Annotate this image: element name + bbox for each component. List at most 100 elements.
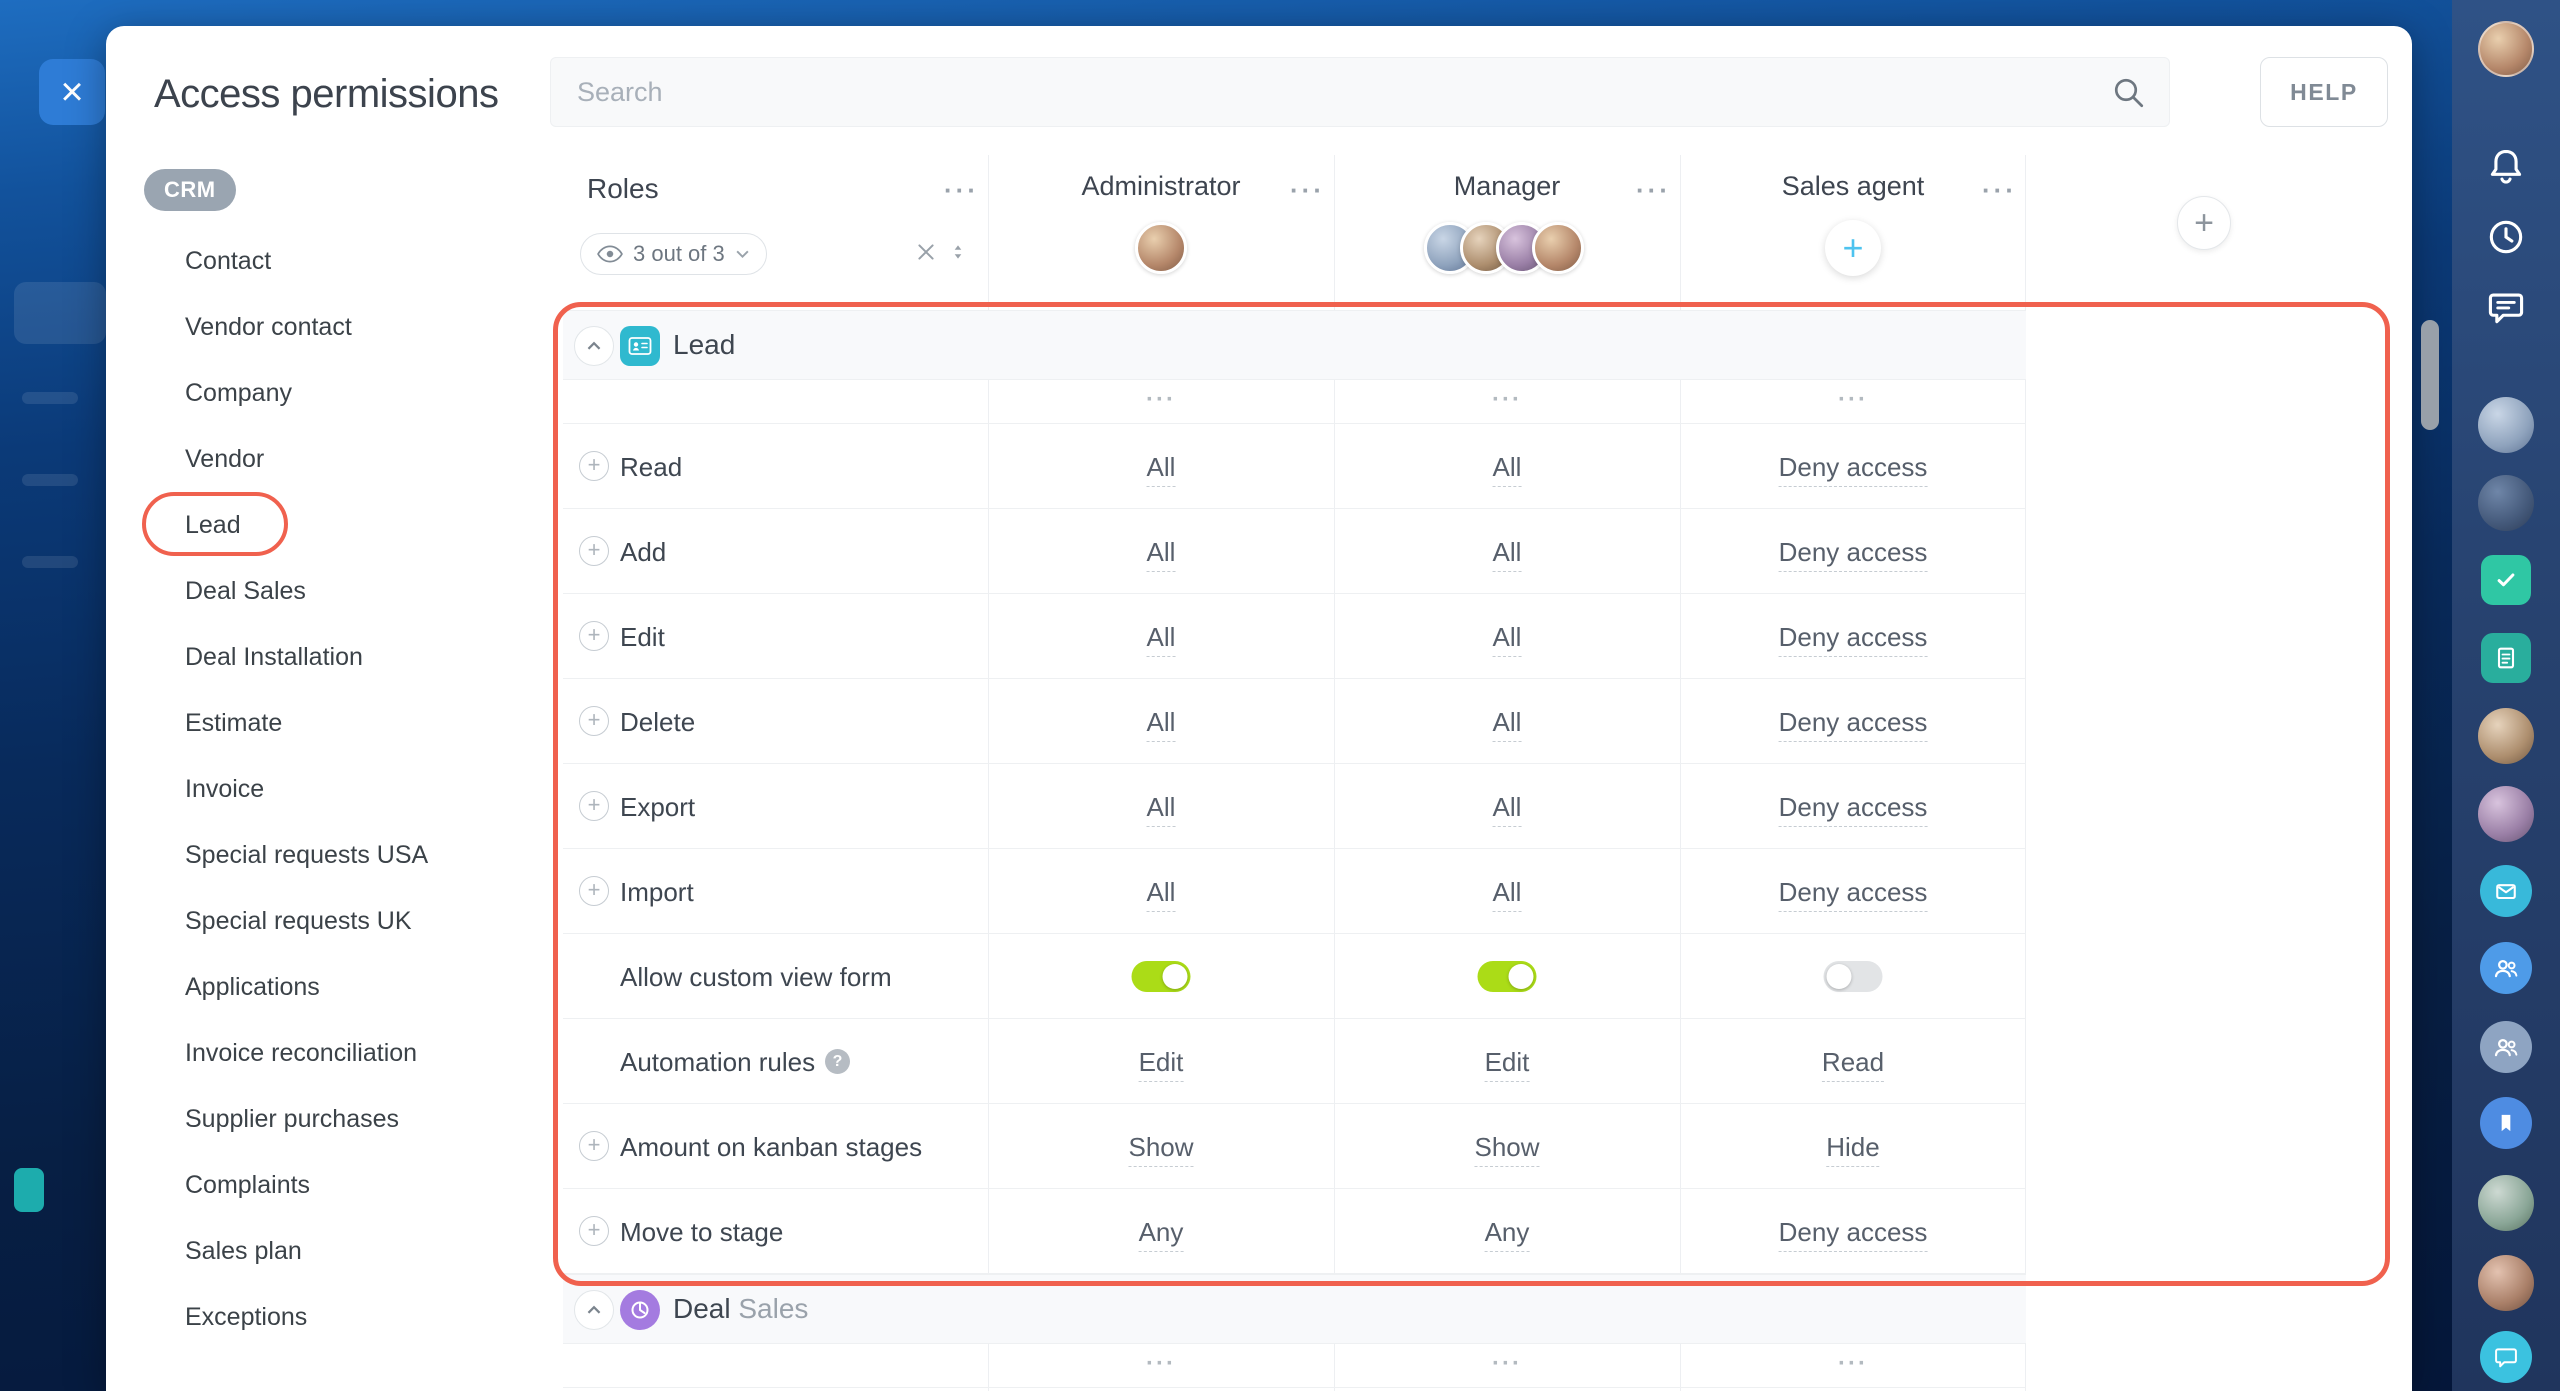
people-icon[interactable]: [2480, 942, 2532, 994]
permission-value[interactable]: Show: [1128, 1132, 1194, 1167]
messenger-icon[interactable]: [2480, 1331, 2532, 1383]
expand-plus-icon[interactable]: +: [579, 1131, 609, 1161]
permission-row-edit: + Edit All All Deny access: [563, 594, 2026, 679]
permission-value[interactable]: All: [1146, 622, 1176, 657]
sidebar-item-applications[interactable]: Applications: [185, 972, 320, 1001]
sidebar-item-estimate[interactable]: Estimate: [185, 708, 283, 737]
cell-menu-icon[interactable]: ···: [1492, 386, 1522, 413]
bell-icon[interactable]: [2481, 142, 2531, 192]
permission-value[interactable]: Read: [1821, 1047, 1885, 1082]
administrator-menu-icon[interactable]: ···: [1290, 175, 1325, 205]
permission-value[interactable]: All: [1492, 622, 1522, 657]
sidebar-item-supplier-purchases[interactable]: Supplier purchases: [185, 1104, 400, 1133]
user-avatar[interactable]: [2478, 786, 2534, 842]
cell-menu-icon[interactable]: ···: [1146, 386, 1176, 413]
scrollbar-thumb[interactable]: [2421, 320, 2439, 430]
sidebar-item-exceptions[interactable]: Exceptions: [185, 1302, 308, 1331]
sidebar-item-special-requests-uk[interactable]: Special requests UK: [185, 906, 412, 935]
sidebar-item-company[interactable]: Company: [185, 378, 292, 407]
info-icon[interactable]: ?: [825, 1049, 850, 1074]
close-button[interactable]: ×: [39, 59, 105, 125]
toggle-sales-agent[interactable]: [1823, 961, 1883, 992]
permission-value[interactable]: Any: [1484, 1217, 1530, 1252]
sidebar-item-special-requests-usa[interactable]: Special requests USA: [185, 840, 429, 869]
people-icon[interactable]: [2480, 1021, 2532, 1073]
user-avatar[interactable]: [2478, 397, 2534, 453]
chevron-down-icon: [736, 250, 749, 259]
search-icon[interactable]: [2111, 75, 2147, 111]
cell-menu-icon[interactable]: ···: [1838, 1350, 1868, 1377]
sidebar-item-vendor[interactable]: Vendor: [185, 444, 265, 473]
expand-plus-icon[interactable]: +: [579, 451, 609, 481]
search-input[interactable]: [551, 58, 2169, 126]
expand-plus-icon[interactable]: +: [579, 876, 609, 906]
permission-value[interactable]: All: [1492, 707, 1522, 742]
permission-value[interactable]: Edit: [1484, 1047, 1530, 1082]
sidebar-item-invoice-reconciliation[interactable]: Invoice reconciliation: [185, 1038, 418, 1067]
permission-value[interactable]: All: [1492, 877, 1522, 912]
sidebar-item-vendor-contact[interactable]: Vendor contact: [185, 312, 352, 341]
user-avatar[interactable]: [2478, 1255, 2534, 1311]
permission-value[interactable]: Deny access: [1778, 877, 1928, 912]
collapse-section-button[interactable]: [574, 1290, 614, 1330]
permission-value[interactable]: All: [1492, 537, 1522, 572]
mail-icon[interactable]: [2480, 865, 2532, 917]
roles-filter-chip[interactable]: 3 out of 3: [580, 233, 767, 275]
user-avatar[interactable]: [2478, 1175, 2534, 1231]
sales-agent-add-user-button[interactable]: +: [1825, 220, 1881, 276]
user-avatar[interactable]: [2478, 475, 2534, 531]
cell-menu-icon[interactable]: ···: [1838, 386, 1868, 413]
tasks-doc-icon[interactable]: [2481, 633, 2531, 683]
chat-icon[interactable]: [2481, 282, 2531, 332]
permission-value[interactable]: All: [1146, 792, 1176, 827]
permission-value[interactable]: All: [1146, 707, 1176, 742]
sidebar-item-deal-sales[interactable]: Deal Sales: [185, 576, 306, 605]
permission-value[interactable]: Deny access: [1778, 1217, 1928, 1252]
permission-value[interactable]: All: [1146, 452, 1176, 487]
expand-plus-icon[interactable]: +: [579, 706, 609, 736]
permission-value[interactable]: All: [1146, 537, 1176, 572]
tasks-check-icon[interactable]: [2481, 555, 2531, 605]
sidebar-item-complaints[interactable]: Complaints: [185, 1170, 311, 1199]
user-avatar[interactable]: [2478, 708, 2534, 764]
entity-sidebar: Contact Vendor contact Company Vendor Le…: [106, 228, 536, 1350]
permission-value[interactable]: All: [1492, 792, 1522, 827]
user-avatar[interactable]: [2478, 21, 2534, 77]
sidebar-item-sales-plan[interactable]: Sales plan: [185, 1236, 302, 1265]
toggle-administrator[interactable]: [1131, 961, 1191, 992]
permission-value[interactable]: Deny access: [1778, 452, 1928, 487]
expand-plus-icon[interactable]: +: [579, 536, 609, 566]
expand-plus-icon[interactable]: +: [579, 621, 609, 651]
roles-menu-icon[interactable]: ···: [944, 175, 979, 205]
permission-value[interactable]: Deny access: [1778, 622, 1928, 657]
sort-icon[interactable]: [947, 241, 969, 263]
sales-agent-menu-icon[interactable]: ···: [1982, 175, 2017, 205]
permission-value[interactable]: Deny access: [1778, 792, 1928, 827]
collapse-section-button[interactable]: [574, 326, 614, 366]
permission-value[interactable]: Any: [1138, 1217, 1184, 1252]
permission-value[interactable]: All: [1492, 452, 1522, 487]
expand-plus-icon[interactable]: +: [579, 1216, 609, 1246]
cell-menu-icon[interactable]: ···: [1492, 1350, 1522, 1377]
history-icon[interactable]: [2481, 212, 2531, 262]
permission-value[interactable]: Edit: [1138, 1047, 1184, 1082]
permission-value[interactable]: Show: [1474, 1132, 1540, 1167]
manager-menu-icon[interactable]: ···: [1636, 175, 1671, 205]
expand-plus-icon[interactable]: +: [579, 791, 609, 821]
permission-value[interactable]: Deny access: [1778, 537, 1928, 572]
collapse-icon[interactable]: [915, 241, 937, 263]
bookmark-icon[interactable]: [2480, 1097, 2532, 1149]
sidebar-item-deal-installation[interactable]: Deal Installation: [185, 642, 363, 671]
permission-row-add: + Add All All Deny access: [563, 509, 2026, 594]
sidebar-item-contact[interactable]: Contact: [185, 246, 272, 275]
sidebar-item-invoice[interactable]: Invoice: [185, 774, 265, 803]
section-title-main: Deal: [673, 1293, 731, 1324]
sidebar-item-lead[interactable]: Lead: [185, 510, 241, 539]
permission-value[interactable]: Deny access: [1778, 707, 1928, 742]
add-role-button[interactable]: +: [2177, 196, 2231, 250]
toggle-manager[interactable]: [1477, 961, 1537, 992]
cell-menu-icon[interactable]: ···: [1146, 1350, 1176, 1377]
permission-value[interactable]: Hide: [1826, 1132, 1880, 1167]
help-button[interactable]: HELP: [2260, 57, 2388, 127]
permission-value[interactable]: All: [1146, 877, 1176, 912]
